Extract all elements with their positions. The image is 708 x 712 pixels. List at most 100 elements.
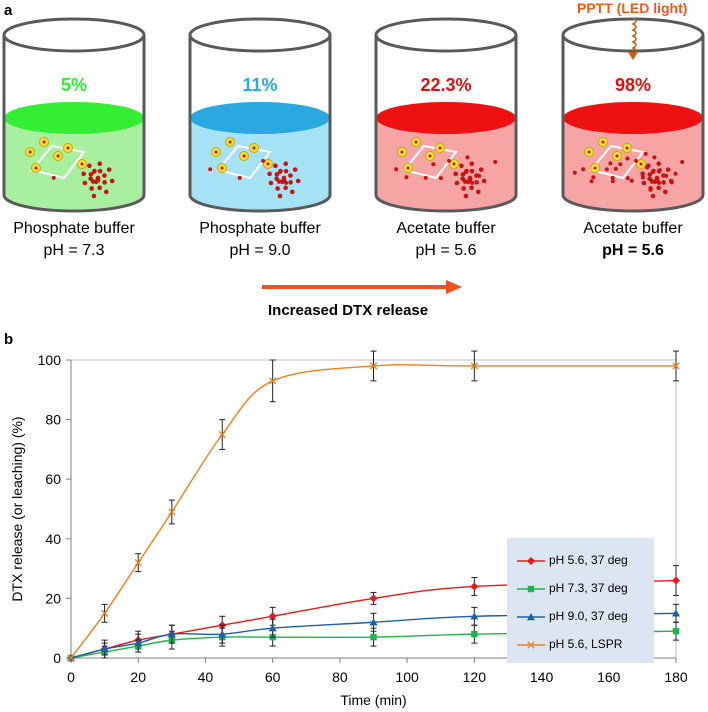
panel-a-label: a xyxy=(4,2,13,19)
gold-particle-core xyxy=(28,150,32,154)
gold-particle-core xyxy=(601,140,605,144)
released-drug-dot xyxy=(438,176,443,181)
released-drug-dot xyxy=(608,161,613,166)
y-tick-label: 20 xyxy=(45,590,61,606)
drug-dot xyxy=(478,167,484,172)
beaker-2 xyxy=(188,17,332,213)
data-point xyxy=(672,609,680,617)
released-drug-dot xyxy=(604,167,609,172)
nano-sheet xyxy=(402,144,458,180)
arrow-head xyxy=(446,280,462,294)
released-drug-dot xyxy=(91,170,96,174)
released-drug-dot xyxy=(581,167,586,172)
data-point xyxy=(470,582,479,591)
drug-dot xyxy=(661,180,666,185)
drug-dot xyxy=(641,180,647,186)
released-drug-dot xyxy=(284,180,289,185)
gold-particle-core xyxy=(406,166,410,170)
beaker-1 xyxy=(2,17,146,213)
beaker-3-ph-label: pH = 5.6 xyxy=(415,242,477,259)
drug-dot xyxy=(481,178,487,184)
released-drug-dot xyxy=(669,180,674,185)
y-tick-label: 0 xyxy=(53,650,61,666)
drug-dot xyxy=(475,189,481,195)
drug-dot xyxy=(267,171,272,177)
nano-sheet xyxy=(589,144,645,180)
gold-particle-core xyxy=(80,162,84,166)
released-drug-dot xyxy=(625,176,630,181)
drug-dot xyxy=(463,193,469,199)
drug-dot xyxy=(289,189,295,195)
y-tick-label: 100 xyxy=(38,352,62,368)
x-tick-label: 120 xyxy=(463,669,487,685)
drug-dot xyxy=(474,180,479,185)
data-point xyxy=(471,630,478,638)
beaker-3 xyxy=(374,17,518,213)
x-tick-label: 0 xyxy=(67,669,75,685)
legend-entry-2: pH 7.3, 37 deg xyxy=(507,580,654,598)
beaker-2-ph-label: pH = 9.0 xyxy=(229,242,291,259)
legend-entry-1: pH 5.6, 37 deg xyxy=(507,552,654,570)
liquid-surface xyxy=(4,102,144,134)
x-tick-label: 40 xyxy=(198,669,214,685)
drug-dot xyxy=(102,180,107,185)
legend-label: pH 5.6, LSPR xyxy=(549,637,623,651)
drug-dot xyxy=(87,163,92,169)
released-drug-dot xyxy=(657,180,662,185)
gold-particle-core xyxy=(228,140,232,144)
data-point xyxy=(369,618,378,626)
legend-label: pH 5.6, 37 deg xyxy=(549,553,628,567)
drug-dot xyxy=(662,189,668,195)
gold-particle-core xyxy=(252,146,256,150)
drug-dot xyxy=(665,167,671,172)
drug-dot xyxy=(459,163,464,169)
liquid-surface xyxy=(563,102,703,134)
drug-dot xyxy=(460,176,465,182)
legend-label: pH 9.0, 37 deg xyxy=(549,609,628,623)
drug-dot xyxy=(273,163,278,169)
drug-dot xyxy=(283,161,289,167)
drug-dot xyxy=(106,167,112,172)
released-drug-dot xyxy=(591,175,596,180)
gold-particle-core xyxy=(42,140,46,144)
x-axis-label: Time (min) xyxy=(340,692,406,708)
drug-dot xyxy=(82,180,88,186)
gold-particle-core xyxy=(266,162,270,166)
light-wave-arrowhead xyxy=(628,52,638,60)
released-drug-dot xyxy=(625,156,630,161)
beaker-2-buffer-label: Phosphate buffer xyxy=(199,220,321,237)
released-drug-dot xyxy=(423,175,428,180)
arrow-caption: Increased DTX release xyxy=(268,302,429,319)
gold-particle-core xyxy=(220,166,224,170)
data-point xyxy=(218,630,227,638)
data-point xyxy=(218,430,226,439)
data-point xyxy=(67,654,75,662)
drug-dot xyxy=(88,172,94,177)
legend-swatch xyxy=(517,641,545,649)
gold-particle-core xyxy=(587,150,591,154)
beaker-4-ph-label: pH = 5.6 xyxy=(602,242,664,259)
drug-dot xyxy=(274,176,279,182)
drug-dot xyxy=(454,180,460,186)
drug-dot xyxy=(103,189,109,195)
beaker-3-release-percent: 22.3% xyxy=(420,75,472,95)
data-point xyxy=(470,362,478,370)
drug-dot xyxy=(277,193,283,199)
x-tick-label: 20 xyxy=(130,669,146,685)
x-tick-label: 80 xyxy=(332,669,348,685)
x-tick-label: 60 xyxy=(265,669,281,685)
x-tick-label: 100 xyxy=(395,669,419,685)
legend-entry-4: pH 5.6, LSPR xyxy=(507,636,654,654)
data-point xyxy=(672,627,680,635)
drug-dot xyxy=(89,186,94,191)
drug-dot xyxy=(647,172,653,177)
data-point xyxy=(527,641,535,649)
release-arrow xyxy=(262,280,462,294)
beaker-4-release-percent: 98% xyxy=(614,75,652,95)
data-point xyxy=(672,362,680,370)
beaker-1-buffer-label: Phosphate buffer xyxy=(13,220,135,237)
released-drug-dot xyxy=(645,165,650,170)
beaker-wall xyxy=(374,35,518,213)
drug-dot xyxy=(88,176,93,182)
light-wave xyxy=(631,17,637,55)
